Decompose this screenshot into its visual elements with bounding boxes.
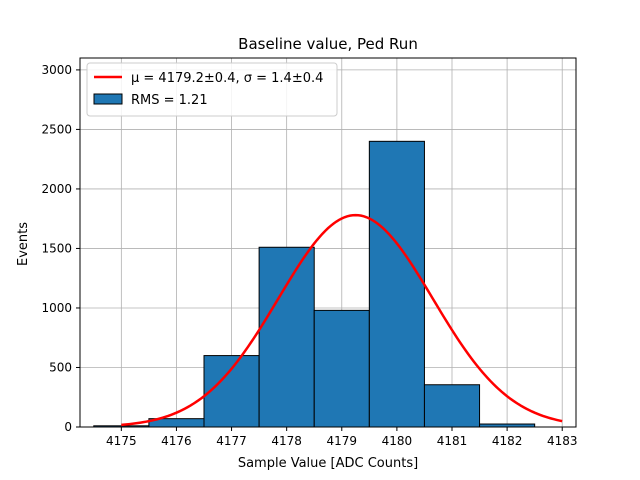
histogram-bars: [93, 140, 536, 428]
gaussian-fit-curve: [121, 213, 563, 427]
y-tick-label-3: 1500: [41, 241, 72, 255]
y-tick-label-2: 1000: [41, 301, 72, 315]
plot-frame: [79, 57, 577, 428]
legend-histogram-swatch: [93, 93, 123, 105]
histogram-bar-3: [258, 246, 315, 428]
legend: μ = 4179.2±0.4, σ = 1.4±0.4 RMS = 1.21: [86, 62, 338, 117]
x-tick-label-0: 4175: [106, 434, 137, 448]
x-tick-label-3: 4178: [271, 434, 302, 448]
chart-title: Baseline value, Ped Run: [238, 35, 418, 53]
legend-box: [86, 62, 338, 117]
x-tick-label-5: 4180: [382, 434, 413, 448]
y-tick-label-5: 2500: [41, 122, 72, 136]
axis-ticks: 4175 4176 4177 4178 4179 4180 4181 4182 4183 0 500…: [41, 63, 577, 448]
x-tick-label-4: 4179: [327, 434, 358, 448]
legend-histogram-label: RMS = 1.21: [131, 93, 208, 108]
histogram-bar-5: [368, 140, 425, 428]
y-tick-label-1: 500: [49, 360, 72, 374]
y-tick-label-0: 0: [64, 420, 72, 434]
x-tick-label-8: 4183: [547, 434, 578, 448]
y-axis-label: Events: [16, 222, 31, 266]
x-tick-label-2: 4177: [216, 434, 247, 448]
x-tick-label-1: 4176: [161, 434, 192, 448]
legend-fit-label: μ = 4179.2±0.4, σ = 1.4±0.4: [131, 71, 323, 86]
histogram-bar-6: [423, 384, 481, 428]
x-tick-label-6: 4181: [437, 434, 468, 448]
y-tick-label-6: 3000: [41, 63, 72, 77]
x-axis-label: Sample Value [ADC Counts]: [238, 456, 418, 471]
histogram-bar-2: [203, 355, 260, 428]
histogram-bar-4: [313, 309, 370, 428]
y-tick-label-4: 2000: [41, 182, 72, 196]
x-tick-label-7: 4182: [492, 434, 523, 448]
